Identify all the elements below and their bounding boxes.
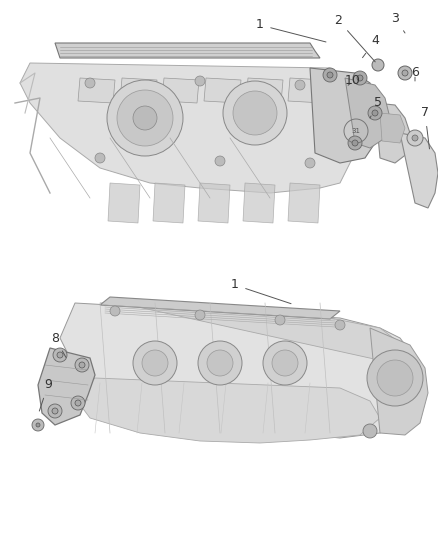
Circle shape [48,404,62,418]
Text: 10: 10 [345,75,361,87]
Circle shape [272,350,298,376]
Polygon shape [60,303,420,438]
Circle shape [348,136,362,150]
Text: 8: 8 [51,332,66,357]
Polygon shape [120,78,157,103]
Circle shape [353,71,367,85]
Circle shape [53,348,67,362]
Text: 5: 5 [370,96,382,118]
Polygon shape [204,78,241,103]
Circle shape [372,110,378,116]
Polygon shape [100,303,415,368]
Polygon shape [310,68,380,163]
Circle shape [207,350,233,376]
Circle shape [367,350,423,406]
Text: 2: 2 [334,13,375,62]
Circle shape [36,423,40,427]
Text: 9: 9 [39,378,52,411]
Circle shape [142,350,168,376]
Circle shape [335,320,345,330]
Circle shape [323,68,337,82]
Circle shape [57,352,63,358]
Circle shape [32,419,44,431]
Polygon shape [375,103,410,163]
Circle shape [305,158,315,168]
Polygon shape [198,183,230,223]
Circle shape [398,66,412,80]
Circle shape [233,91,277,135]
Circle shape [75,358,89,372]
Polygon shape [38,348,95,425]
Text: 1: 1 [231,279,291,304]
Circle shape [275,315,285,325]
Text: 1: 1 [256,19,326,42]
Circle shape [75,400,81,406]
Polygon shape [153,183,185,223]
Polygon shape [243,183,275,223]
Polygon shape [75,378,380,443]
Polygon shape [20,63,360,193]
Circle shape [133,341,177,385]
Circle shape [412,135,418,141]
Circle shape [363,424,377,438]
Circle shape [195,76,205,86]
Circle shape [295,80,305,90]
Circle shape [402,70,408,76]
Text: 3: 3 [391,12,405,33]
Text: 31: 31 [352,128,360,134]
Circle shape [223,81,287,145]
Circle shape [107,80,183,156]
Circle shape [71,396,85,410]
Circle shape [133,106,157,130]
Polygon shape [288,78,325,103]
Circle shape [79,362,85,368]
Polygon shape [55,43,320,58]
Circle shape [377,360,413,396]
Polygon shape [100,297,340,319]
Text: 7: 7 [421,107,430,149]
Circle shape [352,140,358,146]
Circle shape [52,408,58,414]
Circle shape [327,72,333,78]
Polygon shape [370,328,428,435]
Circle shape [110,306,120,316]
Circle shape [368,106,382,120]
Text: 4: 4 [363,35,379,58]
Circle shape [85,78,95,88]
Circle shape [95,153,105,163]
Circle shape [357,75,363,81]
Circle shape [372,59,384,71]
Polygon shape [400,133,438,208]
Polygon shape [162,78,199,103]
Polygon shape [288,183,320,223]
Polygon shape [108,183,140,223]
Circle shape [198,341,242,385]
Polygon shape [78,78,115,103]
Circle shape [263,341,307,385]
Text: 6: 6 [411,67,419,81]
Circle shape [215,156,225,166]
Polygon shape [345,78,390,148]
Circle shape [407,130,423,146]
Circle shape [117,90,173,146]
Polygon shape [380,113,405,143]
Circle shape [195,310,205,320]
Polygon shape [246,78,283,103]
